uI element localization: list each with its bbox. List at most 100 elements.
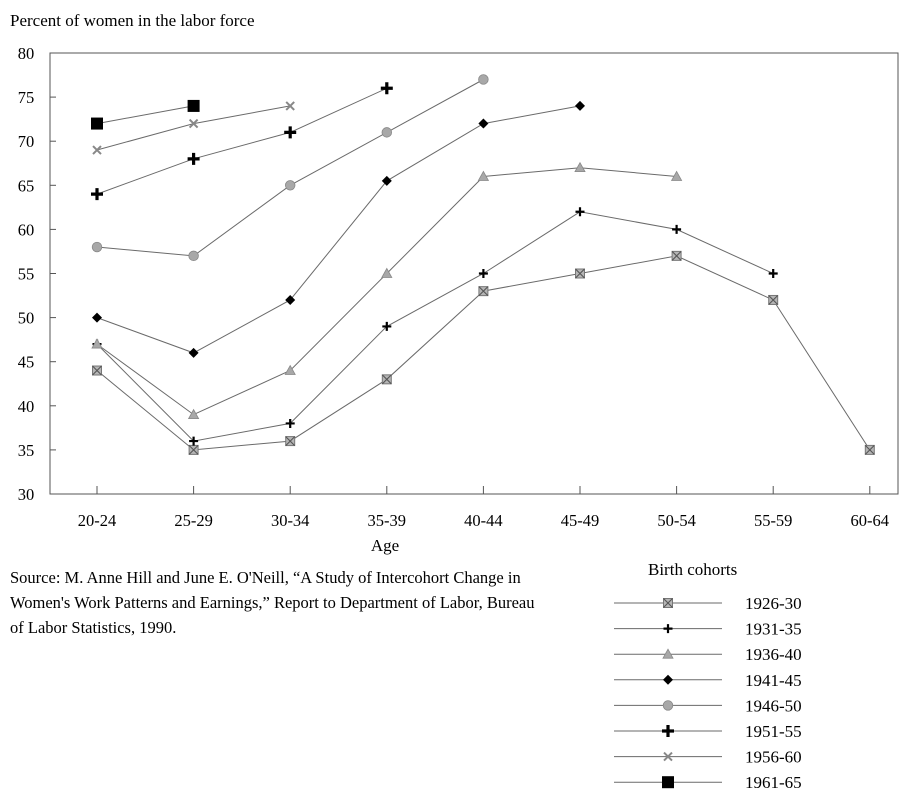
data-point	[91, 338, 103, 349]
legend-label: 1936-40	[745, 645, 802, 664]
data-point-cross	[285, 436, 296, 446]
data-point	[285, 418, 295, 428]
legend-item: 1931-35	[614, 620, 802, 639]
legend: Birth cohorts 1926-30 1931-35 1936-40 1941-…	[614, 560, 802, 792]
x-tick-label: 50-54	[657, 511, 696, 530]
x-tick-label: 25-29	[174, 511, 213, 530]
legend-label: 1941-45	[745, 671, 802, 690]
data-point	[477, 170, 490, 181]
data-point	[670, 170, 683, 181]
series-line	[96, 211, 774, 442]
data-point-cross	[768, 295, 779, 305]
y-axis-title: Percent of women in the labor force	[10, 11, 255, 30]
x-tick-label: 30-34	[271, 511, 310, 530]
data-point	[574, 161, 586, 173]
data-point	[91, 117, 103, 130]
series-1956-60	[92, 101, 295, 155]
y-tick-label: 30	[18, 485, 35, 504]
data-point-cross	[188, 445, 199, 455]
data-point	[92, 145, 102, 155]
data-point	[575, 100, 585, 111]
data-point	[284, 364, 296, 375]
x-tick-label: 20-24	[78, 511, 117, 530]
data-point	[663, 674, 673, 685]
data-point	[188, 250, 199, 262]
y-tick-label: 50	[18, 309, 35, 328]
data-point	[662, 725, 674, 737]
data-point	[285, 101, 295, 111]
data-point	[380, 82, 393, 95]
data-point	[382, 321, 392, 331]
legend-item: 1941-45	[614, 671, 802, 690]
legend-item: 1926-30	[614, 594, 802, 613]
data-point	[189, 436, 199, 446]
data-point-cross	[671, 250, 682, 261]
legend-item: 1946-50	[614, 696, 802, 715]
series-1961-65	[91, 99, 200, 130]
data-point	[662, 700, 674, 711]
legend-item: 1936-40	[614, 645, 802, 664]
data-point	[187, 408, 200, 420]
x-axis: 20-24 25-29 30-34 35-39 40-44 45-49 50-54 55-59…	[78, 486, 889, 530]
y-tick-label: 75	[18, 88, 35, 107]
legend-label: 1956-60	[745, 748, 802, 767]
y-tick-label: 60	[18, 220, 35, 239]
series-1931-35	[92, 207, 778, 446]
data-point	[381, 127, 393, 138]
data-point	[478, 269, 488, 278]
series-1941-45	[92, 100, 585, 358]
data-point	[663, 751, 673, 762]
x-tick-label: 60-64	[851, 511, 890, 530]
data-point-cross	[663, 598, 673, 608]
data-point	[768, 269, 778, 278]
data-point	[285, 180, 296, 191]
data-point	[187, 99, 200, 112]
series-line	[96, 105, 291, 151]
data-point	[188, 118, 199, 129]
series-1946-50	[91, 74, 489, 262]
data-point	[188, 347, 199, 358]
x-tick-label: 45-49	[561, 511, 600, 530]
data-point	[662, 776, 674, 789]
legend-item: 1956-60	[614, 748, 802, 767]
x-axis-title: Age	[371, 536, 399, 555]
y-axis: 30 35 40 45 50 55 60 65 70 75 80	[18, 44, 56, 504]
series-line	[96, 105, 194, 125]
data-point	[91, 241, 103, 253]
legend-label: 1951-55	[745, 722, 802, 741]
y-tick-label: 55	[18, 265, 35, 284]
source-note: Source: M. Anne Hill and June E. O'Neill…	[10, 568, 535, 637]
series-line	[96, 105, 581, 354]
x-tick-label: 55-59	[754, 511, 793, 530]
legend-title: Birth cohorts	[648, 560, 737, 579]
x-tick-label: 40-44	[464, 511, 503, 530]
legend-item: 1961-65	[614, 773, 802, 792]
data-point	[187, 152, 200, 165]
series-1926-30	[92, 250, 875, 455]
data-point-cross	[864, 445, 875, 455]
data-point	[285, 294, 296, 305]
legend-label: 1931-35	[745, 620, 802, 639]
legend-label: 1961-65	[745, 773, 802, 792]
data-point	[672, 224, 682, 234]
legend-label: 1926-30	[745, 594, 802, 613]
data-point	[284, 126, 297, 139]
y-tick-label: 40	[18, 397, 35, 416]
data-point-cross	[478, 286, 489, 297]
y-tick-label: 35	[18, 441, 35, 460]
data-point-cross	[575, 268, 585, 279]
x-tick-label: 35-39	[368, 511, 407, 530]
data-point	[575, 207, 585, 217]
legend-label: 1946-50	[745, 696, 802, 715]
y-tick-label: 80	[18, 44, 35, 63]
data-point	[381, 267, 393, 278]
series-1936-40	[91, 161, 683, 420]
data-point-cross	[381, 374, 392, 385]
data-point	[91, 188, 103, 201]
data-point-cross	[92, 365, 102, 376]
series-line	[96, 87, 388, 195]
data-point	[663, 624, 673, 634]
y-tick-label: 45	[18, 353, 35, 372]
data-point	[478, 74, 489, 85]
